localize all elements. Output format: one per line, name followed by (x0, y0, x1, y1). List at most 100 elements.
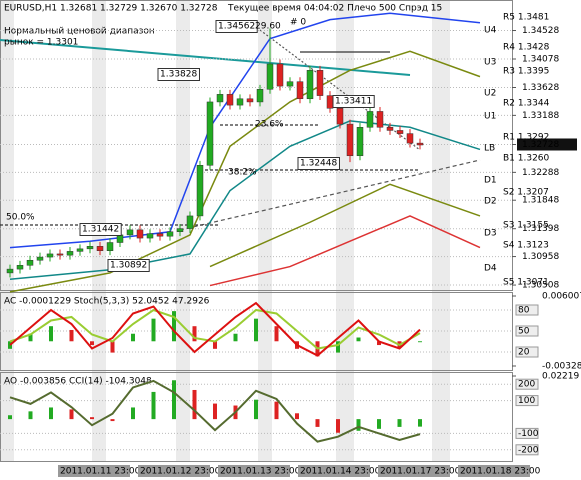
y-tick-label: 50 (518, 327, 530, 337)
histogram-bar (418, 341, 422, 343)
histogram-bar (213, 403, 217, 420)
histogram-bar (274, 401, 279, 420)
histogram-bar (151, 318, 156, 342)
level-label: D1 (484, 176, 497, 186)
candle-body (386, 127, 394, 131)
y-tick-label: 1.33188 (522, 111, 559, 121)
annotation: 1.31442 (82, 225, 119, 235)
candle-body (376, 111, 384, 128)
candle-body (396, 130, 404, 134)
candle-body (46, 253, 54, 258)
histogram-bar (418, 419, 422, 427)
chart-title: EURUSD,H1 1.32681 1.32729 1.32670 1.3272… (4, 4, 218, 14)
histogram-bar (315, 419, 320, 427)
histogram-bar (49, 326, 53, 342)
candle-body (126, 229, 134, 236)
y-tick-label: 1.30508 (522, 281, 559, 291)
candle-body (76, 248, 84, 252)
time-label: 2011.01.18 23:00 (460, 467, 541, 477)
candle-body (296, 81, 304, 100)
note: рынок = 1.3301 (4, 38, 78, 48)
y-tick-label: 200 (518, 380, 535, 390)
annotation-box (332, 95, 375, 108)
y2-tick-label: 0.02219 (542, 372, 579, 382)
tick-box (515, 325, 539, 337)
y-tick-label: 1.32728 (522, 140, 559, 150)
pivot-label: R3 1.3395 (503, 67, 549, 77)
histogram-bar (90, 417, 94, 420)
candle-body (246, 98, 254, 103)
candle-body (406, 133, 414, 144)
candle-body (346, 123, 354, 157)
candle-body (276, 63, 284, 87)
candle-body (86, 246, 94, 250)
candle-body (146, 233, 154, 239)
candle-body (336, 108, 344, 125)
histogram-bar (110, 341, 115, 353)
histogram-bar (49, 407, 53, 420)
histogram-bar (131, 407, 135, 420)
panel-frames (0, 0, 513, 462)
subtitle: Нормальный ценовой диапазон (4, 27, 155, 37)
histogram-bar (336, 419, 340, 433)
pivot-label: R5 1.3481 (503, 13, 549, 23)
annotation-box (215, 20, 258, 33)
histogram-bar (254, 399, 258, 420)
indicator-line (9, 379, 421, 443)
annotation-box (79, 223, 122, 236)
histogram-bar (131, 333, 135, 342)
time-label-box (378, 465, 450, 477)
candle-body (256, 89, 264, 103)
panel-title: AC -0.0001229 Stoch(5,3,3) 52.0452 47.29… (4, 297, 210, 307)
candle-body (26, 259, 34, 266)
indicator-line (9, 12, 481, 249)
candle-body (116, 234, 124, 243)
status: Текущее время 04:04:02 Плечо 500 Спрэд 1… (227, 4, 442, 14)
level-label: D2 (484, 197, 497, 207)
time-label: 2011.01.14 23:00 (300, 467, 381, 477)
level-label: U4 (484, 26, 497, 36)
level-label: D3 (484, 229, 497, 239)
pivot-label: B1 1.3260 (503, 154, 550, 164)
annotation: 1.30892 (110, 261, 147, 271)
candle-body (266, 63, 274, 90)
histogram-bar (377, 341, 381, 346)
pivot-label: R1 1.3292 (503, 133, 549, 143)
histogram-bar (356, 419, 361, 431)
time-label: 2011.01.11 23:00 (60, 467, 141, 477)
time-label-box (218, 465, 290, 477)
candle-body (106, 242, 114, 251)
annotation: 1.32448 (300, 159, 337, 169)
histogram-bar (172, 311, 176, 342)
histogram-bar (397, 419, 402, 427)
candle-body (66, 251, 74, 256)
annotation-box (107, 259, 150, 272)
y-tick-label: -200 (518, 445, 539, 455)
y-tick-label: -100 (518, 429, 539, 439)
candle-body (306, 70, 314, 100)
annotation: 50.0% (6, 213, 35, 223)
level-label: D4 (484, 264, 497, 274)
histogram-bar (192, 389, 197, 420)
histogram-bar (254, 318, 258, 342)
histogram-bar (69, 409, 74, 420)
pivot-label: S3 1.3155 (503, 221, 549, 231)
time-label: 2011.01.17 23:00 (380, 467, 461, 477)
indicator-line (209, 215, 481, 287)
candle-body (286, 81, 294, 87)
indicator-line (209, 183, 481, 268)
tick-box (515, 304, 539, 316)
tick-box (515, 427, 539, 439)
annotation-box (157, 68, 200, 81)
tick-box (515, 378, 539, 390)
annotation: 23.6% (255, 120, 284, 130)
histogram-bar (295, 413, 299, 420)
histogram-bar (336, 341, 340, 353)
candle-body (16, 265, 24, 270)
level-label: U2 (484, 89, 496, 99)
indicator-line (9, 308, 421, 350)
histogram-bar (172, 380, 176, 420)
pivot-label: R2 1.3344 (503, 99, 550, 109)
candle-body (156, 233, 164, 237)
